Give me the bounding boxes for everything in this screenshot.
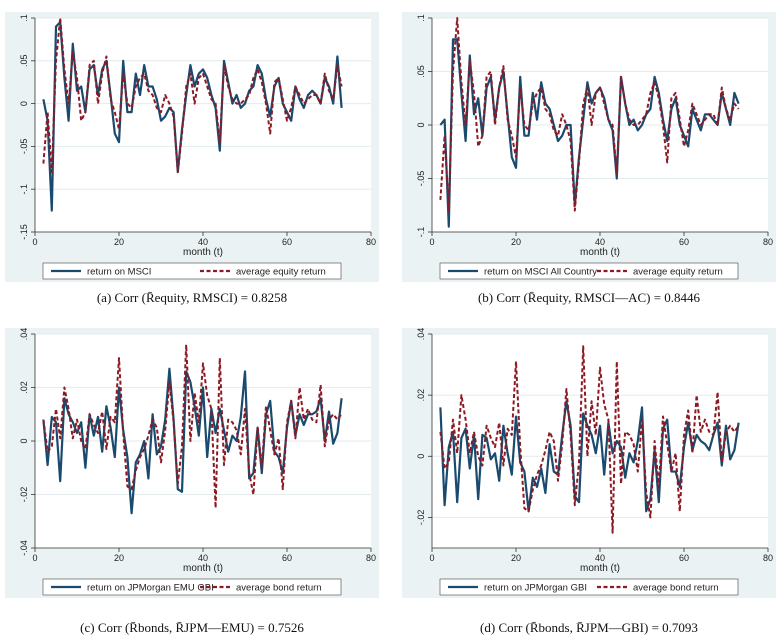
ytick-label-c-2: 0 <box>19 438 29 443</box>
legend-label-c-1: average bond return <box>236 583 322 594</box>
ytick-label-a-1: -.1 <box>19 184 29 195</box>
series-line-a-1 <box>42 17 343 174</box>
series-line-a-0 <box>42 21 343 212</box>
chart-b-svg: -.1 -.05 0 .05 .1 0 20 40 60 80 month (t) return on… <box>416 14 773 280</box>
legend-label-d-0: return on JPMorgan GBI <box>484 583 587 594</box>
legend-label-b-1: average equity return <box>633 267 723 278</box>
legend-label-a-0: return on MSCI <box>87 267 151 278</box>
xtick-label-b-0: 0 <box>429 237 434 247</box>
ytick-label-c-4: .04 <box>19 328 29 340</box>
series-line-d-0 <box>439 400 740 513</box>
caption-c: (c) Corr (R̄bonds, R̄JPM—EMU) = 0.7526 <box>5 620 379 636</box>
legend-box-b <box>439 262 739 280</box>
series-line-d-1 <box>439 345 740 534</box>
xtick-label-b-3: 60 <box>679 237 689 247</box>
ytick-label-a-4: .05 <box>19 55 29 68</box>
ytick-label-a-0: -.15 <box>19 224 29 240</box>
xtick-label-a-4: 80 <box>366 237 376 247</box>
ytick-label-c-1: -.02 <box>19 487 29 503</box>
xtick-label-d-4: 80 <box>763 553 773 563</box>
chart-c-svg: -.04 -.02 0 .02 .04 0 20 40 60 80 month (t) return … <box>19 328 376 596</box>
ytick-label-b-3: .05 <box>416 65 426 78</box>
caption-a-prefix: (a) <box>96 290 112 305</box>
legend-label-b-0: return on MSCI All Country <box>484 267 597 278</box>
series-line-b-1 <box>439 17 740 212</box>
xtick-label-d-0: 0 <box>429 553 434 563</box>
chart-panel-a: -.15 -.1 -.05 0 .05 .1 0 20 40 60 80 month (t) retur… <box>5 12 379 282</box>
xaxis-label-c: month (t) <box>183 563 223 574</box>
series-line-c-1 <box>42 343 343 509</box>
ytick-label-d-0: -.02 <box>416 510 426 526</box>
xtick-label-a-0: 0 <box>32 237 37 247</box>
chart-d-svg: -.02 0 .02 .04 0 20 40 60 80 month (t) return on J… <box>416 328 773 596</box>
caption-b-formula: Corr (R̄equity, RMSCI—AC) = 0.8446 <box>496 290 701 305</box>
legend-box-c <box>42 578 342 596</box>
xtick-label-b-4: 80 <box>763 237 773 247</box>
xtick-label-c-2: 40 <box>198 553 208 563</box>
xaxis-label-a: month (t) <box>183 247 223 258</box>
ytick-label-a-5: .1 <box>19 14 29 22</box>
xtick-label-a-2: 40 <box>198 237 208 247</box>
caption-b: (b) Corr (R̄equity, RMSCI—AC) = 0.8446 <box>402 290 776 306</box>
ytick-label-d-3: .04 <box>416 328 426 340</box>
ytick-label-c-0: -.04 <box>19 540 29 556</box>
ytick-label-b-2: 0 <box>416 122 426 127</box>
legend-label-d-1: average bond return <box>633 583 719 594</box>
ytick-label-a-2: -.05 <box>19 139 29 155</box>
xaxis-label-b: month (t) <box>580 247 620 258</box>
caption-a-formula: Corr (R̄equity, RMSCI) = 0.8258 <box>114 290 288 305</box>
xtick-label-c-1: 20 <box>114 553 124 563</box>
xtick-label-c-3: 60 <box>282 553 292 563</box>
xaxis-label-d: month (t) <box>580 563 620 574</box>
legend-box-a <box>42 262 342 280</box>
xtick-label-d-3: 60 <box>679 553 689 563</box>
xtick-label-d-2: 40 <box>595 553 605 563</box>
caption-d: (d) Corr (R̄bonds, R̄JPM—GBI) = 0.7093 <box>402 620 776 636</box>
xtick-label-a-1: 20 <box>114 237 124 247</box>
chart-panel-d: -.02 0 .02 .04 0 20 40 60 80 month (t) return on J… <box>402 328 776 598</box>
ytick-label-b-0: -.1 <box>416 227 426 238</box>
caption-d-formula: Corr (R̄bonds, R̄JPM—GBI) = 0.7093 <box>498 620 698 635</box>
ytick-label-b-1: -.05 <box>416 171 426 187</box>
caption-c-formula: Corr (R̄bonds, R̄JPM—EMU) = 0.7526 <box>97 620 304 635</box>
legend-label-a-1: average equity return <box>236 267 326 278</box>
ytick-label-d-2: .02 <box>416 389 426 402</box>
caption-d-prefix: (d) <box>480 620 496 635</box>
xtick-label-c-0: 0 <box>32 553 37 563</box>
ytick-label-c-3: .02 <box>19 381 29 394</box>
xtick-label-a-3: 60 <box>282 237 292 247</box>
chart-a-svg: -.15 -.1 -.05 0 .05 .1 0 20 40 60 80 month (t) retur… <box>19 14 376 280</box>
series-line-b-0 <box>439 38 740 228</box>
caption-c-prefix: (c) <box>80 620 95 635</box>
xtick-label-c-4: 80 <box>366 553 376 563</box>
ytick-label-a-3: 0 <box>19 101 29 106</box>
xtick-label-b-1: 20 <box>511 237 521 247</box>
caption-a: (a) Corr (R̄equity, RMSCI) = 0.8258 <box>5 290 379 306</box>
chart-panel-b: -.1 -.05 0 .05 .1 0 20 40 60 80 month (t) return on… <box>402 12 776 282</box>
xtick-label-d-1: 20 <box>511 553 521 563</box>
legend-label-c-0: return on JPMorgan EMU GBI <box>87 583 214 594</box>
xtick-label-b-2: 40 <box>595 237 605 247</box>
ytick-label-d-1: 0 <box>416 454 426 459</box>
ytick-label-b-4: .1 <box>416 14 426 22</box>
caption-b-prefix: (b) <box>477 290 494 305</box>
chart-panel-c: -.04 -.02 0 .02 .04 0 20 40 60 80 month (t) return … <box>5 328 379 598</box>
legend-box-d <box>439 578 739 596</box>
plot-area-a <box>35 18 371 232</box>
